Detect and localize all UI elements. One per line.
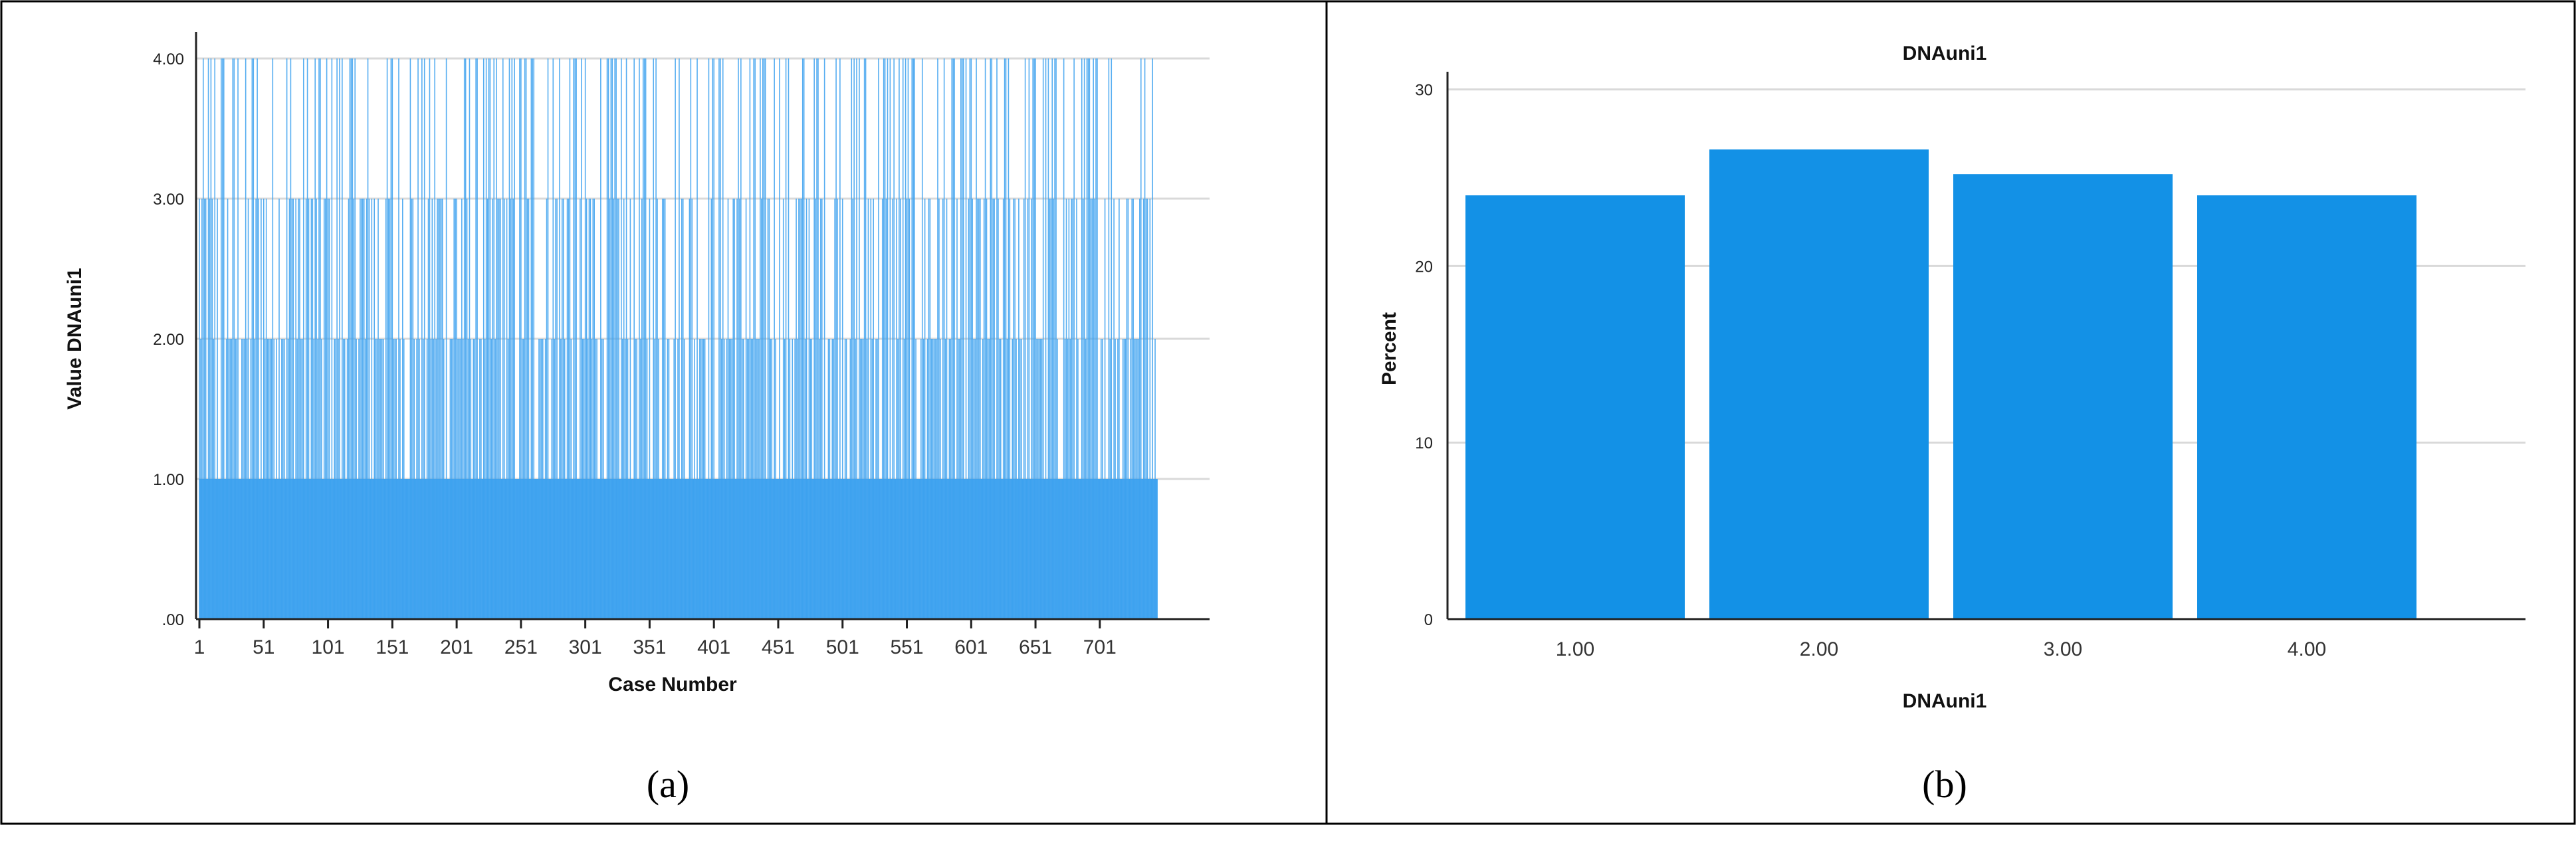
case-chart-y-tick-label: 2.00 (153, 331, 184, 349)
percent-chart-x-axis-title: DNAuni1 (1903, 690, 1987, 712)
percent-chart-x-tick-label: 4.00 (2288, 638, 2326, 660)
panel-b-frame (1325, 0, 2576, 825)
case-chart-x-tick-label: 1 (194, 636, 205, 658)
percent-chart-axes (1446, 72, 2525, 620)
percent-bar-2.00 (1709, 149, 1929, 619)
case-chart-x-tick-label: 101 (312, 636, 345, 658)
percent-chart-x-tick-label: 2.00 (1800, 638, 1838, 660)
percent-bar-4.00 (2197, 195, 2416, 619)
case-chart-x-tick-label: 51 (253, 636, 274, 658)
panel-a-chart: .001.002.003.004.00 1 51 101 151 201 251 301 35… (64, 32, 1210, 806)
case-chart-x-tick-label: 401 (697, 636, 730, 658)
case-chart-x-ticks: 1 51 101 151 201 251 301 351 401 451 501 551 601 651 7… (194, 619, 1117, 658)
case-chart-x-tick-label: 651 (1019, 636, 1052, 658)
caption-b: (b) (1922, 763, 1967, 806)
case-chart-x-tick-label: 301 (569, 636, 602, 658)
case-chart-y-tick-label: 3.00 (153, 191, 184, 209)
case-chart-y-ticks: .00 1.00 2.00 3.00 4.00 (153, 50, 184, 629)
panel-b-chart: DNAuni1 0 10 20 30 1.00 2.00 3.00 4.00 DNAuni1… (1378, 43, 2525, 806)
percent-chart-x-ticks: 1.00 2.00 3.00 4.00 (1556, 638, 2326, 660)
percent-chart-y-tick-label: 30 (1415, 82, 1433, 100)
percent-chart-y-tick-label: 20 (1415, 258, 1433, 276)
case-chart-x-tick-label: 701 (1083, 636, 1117, 658)
case-chart-x-tick-label: 351 (633, 636, 666, 658)
percent-chart-y-tick-label: 0 (1424, 611, 1433, 629)
percent-chart-x-tick-label: 1.00 (1556, 638, 1594, 660)
case-chart-x-tick-label: 551 (890, 636, 923, 658)
case-chart-axes (195, 32, 1210, 620)
case-chart-x-tick-label: 501 (826, 636, 859, 658)
percent-chart-y-axis-title: Percent (1378, 312, 1400, 385)
case-chart-x-tick-label: 601 (954, 636, 988, 658)
percent-chart-title: DNAuni1 (1903, 43, 1987, 64)
case-chart-y-tick-label: 4.00 (153, 50, 184, 68)
case-chart-x-tick-label: 201 (440, 636, 473, 658)
case-chart-x-tick-label: 451 (762, 636, 795, 658)
case-chart-y-tick-label: 1.00 (153, 471, 184, 489)
percent-chart-x-tick-label: 3.00 (2044, 638, 2082, 660)
case-chart-x-axis-title: Case Number (608, 674, 737, 696)
case-chart-x-tick-label: 151 (376, 636, 409, 658)
case-chart-y-axis-title: Value DNAuni1 (64, 268, 86, 409)
case-chart-y-tick-label: .00 (162, 611, 184, 629)
caption-a: (a) (647, 763, 689, 806)
percent-bar-3.00 (1953, 174, 2173, 620)
percent-chart-y-tick-label: 10 (1415, 434, 1433, 452)
percent-chart-bars (1465, 149, 2416, 620)
case-chart-x-tick-label: 251 (504, 636, 538, 658)
percent-bar-1.00 (1465, 195, 1685, 619)
percent-chart-y-ticks: 0 10 20 30 (1415, 82, 1433, 629)
case-chart-bars (199, 58, 1158, 619)
